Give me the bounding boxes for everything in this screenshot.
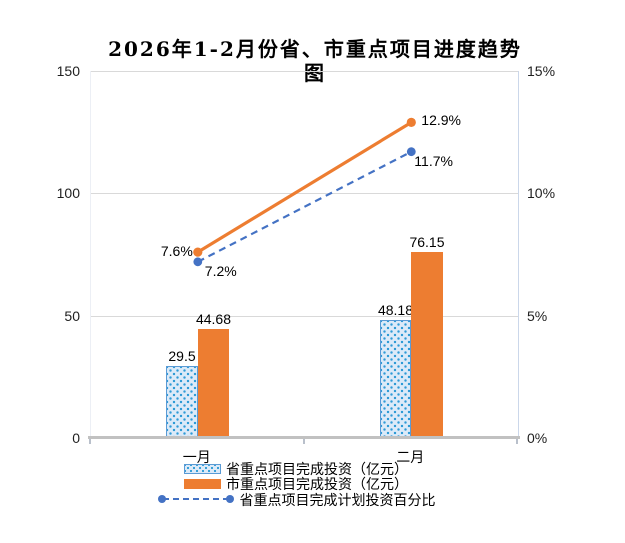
y-right-tick-label: 15% bbox=[527, 63, 556, 79]
legend-label: 省重点项目完成投资（亿元） bbox=[226, 461, 408, 478]
line-value-label: 7.6% bbox=[160, 243, 193, 260]
chart-title-line-2: 图 bbox=[304, 61, 326, 85]
gridline-100 bbox=[91, 193, 518, 195]
marker-dashed-blue bbox=[406, 147, 416, 157]
plot-area: 29.5 48.18 44.68 76.15 7.6% 12.9% 7.2% 11.7% bbox=[90, 71, 519, 438]
bar-value-label: 29.5 bbox=[168, 347, 196, 364]
y-right-tick-label: 10% bbox=[527, 185, 556, 202]
y-left-tick-label: 150 bbox=[56, 63, 80, 79]
y-right-tick-label: 0% bbox=[527, 430, 548, 446]
gridline-50 bbox=[91, 315, 518, 317]
y-right-tick-label: 5% bbox=[527, 307, 548, 324]
legend-swatch-dashed-line bbox=[157, 492, 235, 508]
line-value-label: 12.9% bbox=[421, 112, 461, 129]
bar-value-label: 76.15 bbox=[409, 233, 445, 250]
legend-item-3: 省重点项目完成计划投资百分比 bbox=[0, 492, 592, 509]
line-dashed-blue bbox=[197, 150, 412, 263]
legend-item-2: 市重点项目完成投资（亿元） bbox=[0, 477, 592, 493]
marker-solid-orange bbox=[193, 247, 203, 257]
line-value-label: 11.7% bbox=[414, 152, 453, 169]
line-solid-orange bbox=[196, 121, 413, 254]
legend-item-1: 省重点项目完成投资（亿元） bbox=[0, 461, 592, 478]
x-category-label-2: 二月 bbox=[396, 450, 425, 466]
x-axis-tick bbox=[89, 439, 91, 444]
x-axis-tick bbox=[516, 439, 518, 444]
gridline-150 bbox=[91, 71, 518, 72]
x-category-label-1: 一月 bbox=[182, 450, 211, 466]
marker-solid-orange bbox=[406, 117, 416, 127]
chart-title-line-1: 2026年1-2月份省、市重点项目进度趋势 bbox=[108, 37, 522, 61]
marker-dashed-blue bbox=[193, 257, 203, 267]
bar-series2-一月 bbox=[197, 328, 230, 438]
legend-swatch-pattern-bar bbox=[184, 463, 221, 474]
bar-series2-二月 bbox=[411, 251, 443, 438]
bar-value-label: 48.18 bbox=[377, 302, 414, 319]
bar-value-label: 44.68 bbox=[195, 310, 232, 327]
y-left-tick-label: 0 bbox=[72, 430, 80, 446]
line-value-label: 7.2% bbox=[204, 262, 237, 279]
chart-legend: 省重点项目完成投资（亿元） 市重点项目完成投资（亿元） 省重点项目完成计划投资百分比 bbox=[0, 461, 592, 509]
y-left-tick-label: 100 bbox=[56, 185, 80, 202]
legend-label: 省重点项目完成计划投资百分比 bbox=[239, 492, 436, 509]
y-left-tick-label: 50 bbox=[64, 307, 80, 324]
chart-title: 2026年1-2月份省、市重点项目进度趋势 图 bbox=[85, 37, 545, 85]
x-axis-line bbox=[88, 436, 520, 439]
bar-series1-二月 bbox=[379, 320, 412, 438]
legend-swatch-solid-bar bbox=[184, 479, 221, 490]
legend-label: 市重点项目完成投资（亿元） bbox=[226, 477, 408, 494]
line-layer bbox=[193, 117, 416, 267]
x-axis-tick bbox=[302, 439, 305, 444]
